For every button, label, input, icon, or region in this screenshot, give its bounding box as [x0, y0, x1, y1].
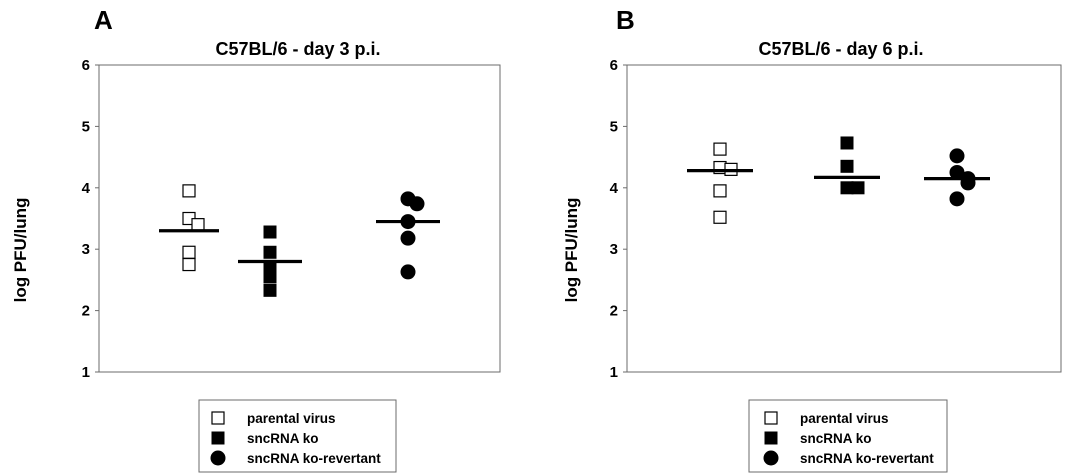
y-tick-label: 5: [82, 118, 90, 135]
panel-letter-b: B: [616, 5, 635, 35]
data-point: [713, 184, 727, 198]
y-tick-label: 2: [82, 303, 90, 320]
legend-marker: [211, 411, 225, 425]
data-point: [263, 283, 277, 297]
panel-a: A C57BL/6 - day 3 p.i. log PFU/lung 1 2 3 4…: [11, 5, 501, 473]
y-tick-label: 6: [82, 57, 90, 74]
legend-label: sncRNA ko-revertant: [247, 451, 381, 466]
data-point: [840, 136, 854, 150]
data-point: [713, 210, 727, 224]
legend-marker: [211, 431, 225, 445]
panel-a-y-ticks: 1 2 3 4 5 6: [82, 57, 99, 381]
data-point: [191, 218, 205, 232]
y-tick-label: 4: [82, 180, 91, 197]
panel-b-y-ticks: 1 2 3 4 5 6: [610, 57, 627, 381]
panel-a-y-axis-label: log PFU/lung: [11, 198, 30, 303]
y-tick-label: 3: [82, 241, 90, 258]
y-tick-label: 6: [610, 57, 618, 74]
y-tick-label: 1: [82, 364, 90, 381]
data-point: [182, 245, 196, 259]
legend-label: sncRNA ko: [800, 431, 872, 446]
panel-a-legend: parental virus sncRNA ko sncRNA ko-reverta…: [198, 399, 397, 473]
y-tick-label: 1: [610, 364, 618, 381]
data-point: [182, 257, 196, 272]
legend-label: parental virus: [247, 411, 336, 426]
data-point: [949, 164, 965, 180]
y-tick-label: 2: [610, 303, 618, 320]
panel-b-plot-frame: [626, 64, 1062, 373]
data-point: [182, 184, 196, 198]
data-point: [949, 148, 965, 164]
legend-marker: [764, 411, 778, 425]
data-point: [713, 142, 727, 156]
panel-b: B C57BL/6 - day 6 p.i. log PFU/lung 1 2 3 4…: [562, 5, 1062, 473]
y-tick-label: 5: [610, 118, 618, 135]
data-point: [840, 181, 854, 195]
data-point: [409, 196, 425, 212]
legend-label: sncRNA ko-revertant: [800, 451, 934, 466]
data-point: [400, 264, 416, 280]
legend-marker: [764, 431, 778, 445]
data-point: [263, 225, 277, 239]
legend-marker: [210, 450, 226, 466]
panel-a-title: C57BL/6 - day 3 p.i.: [215, 39, 380, 59]
legend-marker: [763, 450, 779, 466]
panel-b-legend-box: [748, 399, 948, 473]
panel-letter-a: A: [94, 5, 113, 35]
data-point: [400, 230, 416, 246]
panel-b-title: C57BL/6 - day 6 p.i.: [758, 39, 923, 59]
panel-a-legend-box: [198, 399, 397, 473]
data-point: [840, 159, 854, 173]
legend-label: sncRNA ko: [247, 431, 319, 446]
legend-label: parental virus: [800, 411, 889, 426]
data-point: [263, 270, 277, 284]
panel-b-y-axis-label: log PFU/lung: [562, 198, 581, 303]
panel-b-legend: parental virus sncRNA ko sncRNA ko-reverta…: [748, 399, 948, 473]
panel-a-plot-frame: [98, 64, 501, 373]
data-point: [263, 245, 277, 259]
panel-a-marks: [159, 184, 440, 297]
y-tick-label: 4: [610, 180, 619, 197]
y-tick-label: 3: [610, 241, 618, 258]
data-point: [949, 191, 965, 207]
data-point: [263, 259, 277, 273]
panel-b-marks: [687, 136, 990, 224]
data-point: [851, 181, 865, 195]
